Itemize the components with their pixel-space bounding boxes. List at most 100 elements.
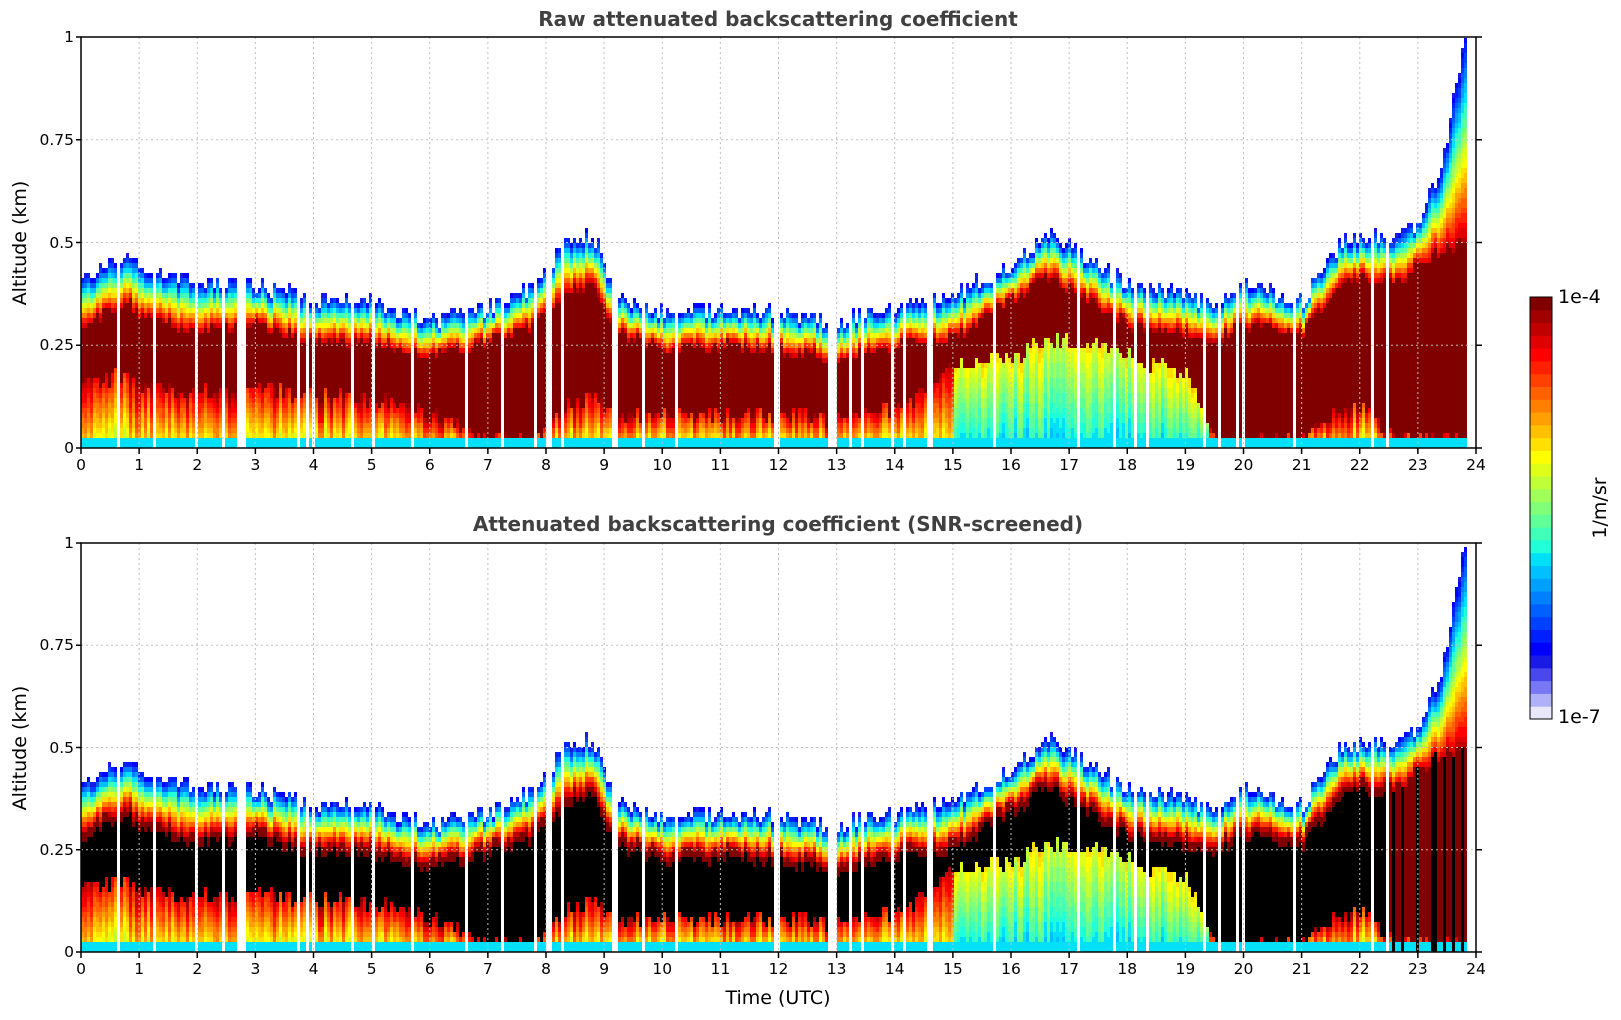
top-heatmap-cell — [480, 378, 483, 383]
top-heatmap-cell — [504, 348, 507, 353]
top-heatmap-cell — [438, 428, 441, 433]
top-heatmap-cell — [120, 388, 123, 393]
top-heatmap-cell — [183, 303, 186, 308]
top-heatmap-cell — [390, 408, 393, 413]
top-heatmap-cell — [564, 433, 567, 438]
top-heatmap-cell — [504, 408, 507, 413]
top-heatmap-cell — [432, 368, 435, 373]
top-heatmap-cell — [219, 408, 222, 413]
top-heatmap-cell — [174, 403, 177, 408]
top-heatmap-cell — [354, 433, 357, 438]
top-heatmap-cell — [270, 348, 273, 353]
top-heatmap-cell — [525, 438, 528, 443]
top-heatmap-cell — [126, 438, 129, 443]
top-heatmap-cell — [519, 318, 522, 323]
top-heatmap-cell — [162, 428, 165, 433]
top-heatmap-cell — [375, 398, 378, 403]
top-heatmap-cell — [228, 403, 231, 408]
top-heatmap-cell — [186, 303, 189, 308]
top-heatmap-cell — [96, 313, 99, 318]
top-heatmap-cell — [210, 423, 213, 428]
top-heatmap-cell — [333, 313, 336, 318]
top-heatmap-cell — [294, 318, 297, 323]
top-heatmap-cell — [108, 358, 111, 363]
top-heatmap-cell — [471, 403, 474, 408]
top-heatmap-cell — [375, 358, 378, 363]
top-heatmap-cell — [507, 393, 510, 398]
top-heatmap-cell — [363, 328, 366, 333]
top-heatmap-cell — [249, 413, 252, 418]
top-heatmap-cell — [114, 298, 117, 303]
top-heatmap-cell — [555, 328, 558, 333]
top-heatmap-cell — [102, 313, 105, 318]
top-heatmap-cell — [186, 338, 189, 343]
top-heatmap-cell — [213, 373, 216, 378]
top-heatmap-cell — [477, 328, 480, 333]
top-heatmap-cell — [285, 353, 288, 358]
top-heatmap-cell — [495, 358, 498, 363]
top-heatmap-cell — [564, 313, 567, 318]
top-heatmap-cell — [459, 318, 462, 323]
top-heatmap-cell — [189, 438, 192, 443]
top-heatmap-cell — [408, 323, 411, 328]
top-heatmap-cell — [315, 408, 318, 413]
top-heatmap-cell — [525, 318, 528, 323]
top-heatmap-cell — [210, 328, 213, 333]
top-heatmap-cell — [393, 393, 396, 398]
top-heatmap-cell — [177, 328, 180, 333]
top-heatmap-cell — [249, 403, 252, 408]
top-heatmap-cell — [123, 438, 126, 443]
top-heatmap-cell — [540, 328, 543, 333]
top-heatmap-cell — [333, 398, 336, 403]
top-heatmap-cell — [162, 323, 165, 328]
top-heatmap-cell — [348, 423, 351, 428]
top-heatmap-cell — [588, 273, 591, 278]
top-heatmap-cell — [513, 383, 516, 388]
top-heatmap-cell — [468, 428, 471, 433]
top-heatmap-cell — [264, 403, 267, 408]
top-heatmap-cell — [279, 363, 282, 368]
top-heatmap-cell — [321, 373, 324, 378]
top-heatmap-cell — [225, 288, 228, 293]
top-heatmap-cell — [531, 428, 534, 433]
top-heatmap-cell — [246, 338, 249, 343]
top-heatmap-cell — [576, 393, 579, 398]
top-heatmap-cell — [504, 403, 507, 408]
top-heatmap-cell — [159, 363, 162, 368]
top-heatmap-cell — [318, 393, 321, 398]
top-heatmap-cell — [168, 318, 171, 323]
top-heatmap-cell — [147, 383, 150, 388]
top-heatmap-cell — [537, 388, 540, 393]
top-heatmap-cell — [390, 353, 393, 358]
top-heatmap-cell — [381, 313, 384, 318]
top-heatmap-cell — [462, 373, 465, 378]
top-heatmap-cell — [525, 368, 528, 373]
top-heatmap-cell — [93, 298, 96, 303]
top-heatmap-cell — [99, 403, 102, 408]
top-heatmap-cell — [363, 438, 366, 443]
top-heatmap-cell — [258, 423, 261, 428]
top-heatmap-cell — [315, 378, 318, 383]
top-heatmap-cell — [201, 393, 204, 398]
top-heatmap-cell — [135, 278, 138, 283]
top-heatmap-cell — [258, 438, 261, 443]
top-heatmap-cell — [231, 408, 234, 413]
top-heatmap-cell — [414, 418, 417, 423]
top-heatmap-cell — [201, 328, 204, 333]
top-heatmap-cell — [567, 288, 570, 293]
top-heatmap-cell — [414, 438, 417, 443]
top-heatmap-cell — [114, 373, 117, 378]
top-heatmap-cell — [396, 433, 399, 438]
top-heatmap-cell — [261, 363, 264, 368]
top-heatmap-cell — [228, 318, 231, 323]
top-heatmap-cell — [207, 388, 210, 393]
top-heatmap-cell — [573, 408, 576, 413]
top-heatmap-cell — [396, 393, 399, 398]
top-heatmap-cell — [507, 308, 510, 313]
top-heatmap-cell — [99, 273, 102, 278]
top-heatmap-cell — [363, 393, 366, 398]
top-heatmap-cell — [246, 438, 249, 443]
top-heatmap-cell — [438, 338, 441, 343]
top-heatmap-cell — [171, 298, 174, 303]
top-heatmap-cell — [198, 398, 201, 403]
